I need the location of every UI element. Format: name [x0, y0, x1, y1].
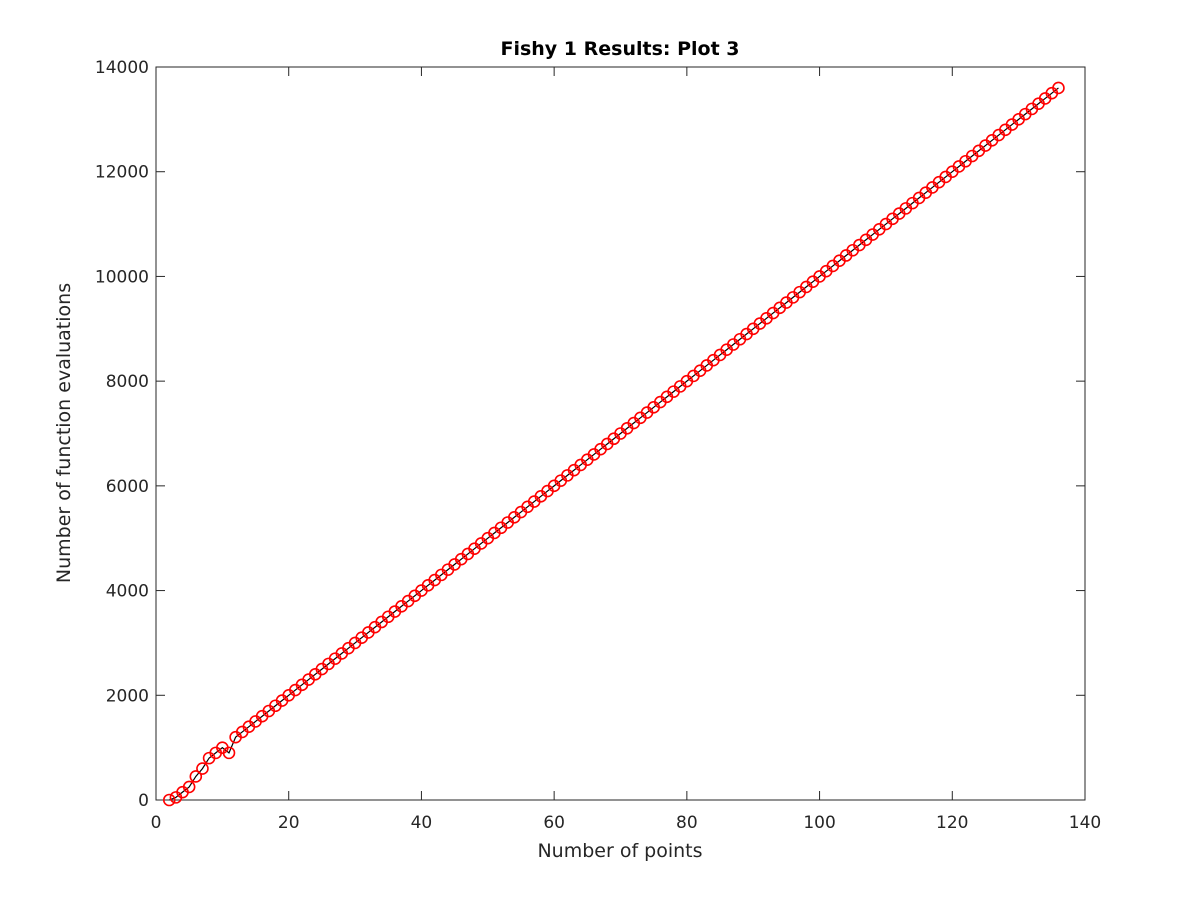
- x-tick-label: 40: [411, 813, 433, 833]
- y-tick-label: 2000: [106, 686, 149, 706]
- plot-area: [155, 66, 1086, 801]
- x-tick-label: 80: [676, 813, 698, 833]
- x-tick-label: 100: [803, 813, 835, 833]
- chart-title: Fishy 1 Results: Plot 3: [500, 38, 739, 60]
- y-tick-label: 0: [138, 791, 149, 811]
- data-point: [222, 746, 236, 760]
- x-axis: 0 20 40 60 80 100 120 140: [151, 67, 1101, 833]
- y-tick-label: 10000: [95, 267, 149, 287]
- data-point: [162, 793, 176, 807]
- x-tick-label: 60: [543, 813, 565, 833]
- data-point: [182, 780, 196, 794]
- data-point: [196, 762, 209, 775]
- series-markers-group: [162, 81, 1065, 807]
- y-tick-label: 6000: [106, 477, 149, 497]
- y-axis-title: Number of function evaluations: [53, 283, 75, 583]
- y-tick-label: 4000: [106, 582, 149, 602]
- x-tick-label: 140: [1069, 813, 1101, 833]
- x-tick-label: 0: [151, 813, 162, 833]
- y-tick-label: 12000: [95, 163, 149, 183]
- y-tick-label: 8000: [106, 372, 149, 392]
- y-tick-label: 14000: [95, 58, 149, 78]
- axes-box: [155, 66, 1086, 801]
- data-point: [1052, 81, 1065, 95]
- x-tick-label: 20: [278, 813, 300, 833]
- y-axis: 0 2000 4000 6000 8000 10000 12000 14000: [95, 58, 1085, 811]
- x-tick-label: 120: [936, 813, 968, 833]
- data-point: [189, 770, 203, 783]
- x-axis-title: Number of points: [537, 840, 702, 862]
